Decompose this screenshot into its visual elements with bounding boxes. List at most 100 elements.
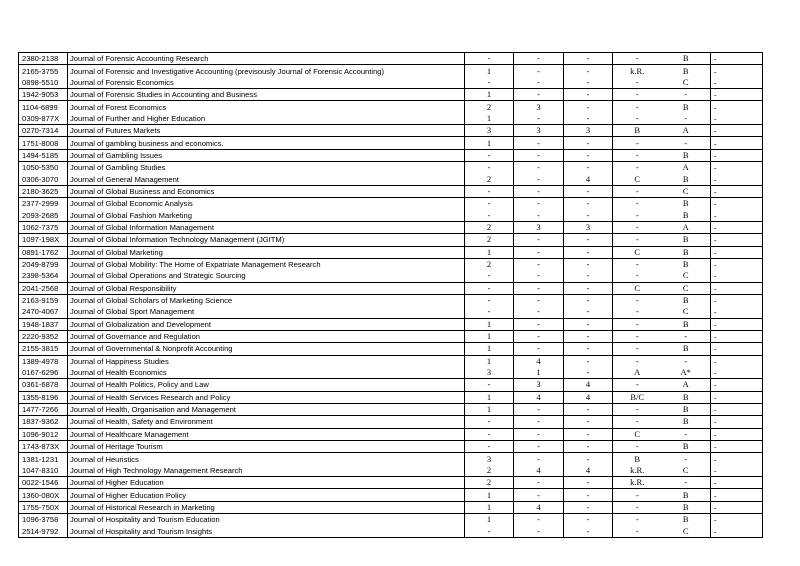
table-row: 1097-198X Journal of Global Information T… bbox=[18, 233, 763, 246]
rating-4-cell: A bbox=[634, 367, 641, 378]
rating-1-cell: 2 bbox=[464, 100, 514, 113]
rating-5-cell: C bbox=[661, 306, 711, 319]
issn-cell: 0361-6878 bbox=[18, 378, 68, 392]
journal-title-cell: Journal of Health, Safety and Environmen… bbox=[67, 415, 465, 429]
rating-3-cell: 4 bbox=[563, 378, 613, 392]
rating-3-cell: - bbox=[563, 355, 613, 367]
issn-cell: 2180-3625 bbox=[18, 185, 68, 198]
rating-2-cell: - bbox=[513, 306, 564, 319]
rating-2-cell: - bbox=[513, 88, 564, 101]
journal-title-cell: Journal of Gambling Issues bbox=[67, 149, 465, 162]
rating-2-cell: - bbox=[513, 246, 564, 259]
rating-1-cell: - bbox=[464, 415, 514, 429]
rating-3-cell: - bbox=[563, 318, 613, 331]
rating-1-cell: - bbox=[464, 149, 514, 162]
issn-cell: 1097-198X bbox=[18, 233, 68, 246]
issn-cell: 0167-6296 bbox=[18, 366, 68, 379]
journal-title-cell: Journal of Health, Organisation and Mana… bbox=[67, 403, 465, 416]
table-row: 2165-3755 Journal of Forensic and Investi… bbox=[18, 64, 763, 77]
rating-6-cell: - bbox=[714, 126, 717, 136]
table-row: 1047-8310 Journal of High Technology Mana… bbox=[18, 464, 763, 477]
rating-2-cell: - bbox=[513, 525, 564, 538]
rating-4-cell: k.R. bbox=[630, 477, 645, 488]
journal-title-cell: Journal of Global Mobility: The Home of … bbox=[67, 258, 465, 271]
table-row: 1096-9012 Journal of Healthcare Managemen… bbox=[18, 428, 763, 441]
journal-group: 1381-1231 Journal of Heuristics 3- - B - -1047… bbox=[18, 452, 763, 477]
rating-2-cell: - bbox=[513, 330, 564, 343]
rating-4-cell: - bbox=[635, 306, 639, 317]
table-row: 0891-1762 Journal of Global Marketing 1- - C… bbox=[18, 246, 763, 259]
issn-cell: 0898-5510 bbox=[18, 76, 68, 89]
rating-5-cell: - bbox=[661, 112, 711, 125]
journal-title-cell: Journal of Heritage Tourism bbox=[67, 440, 465, 453]
rating-2-cell: - bbox=[513, 294, 564, 307]
table-row: 0306-3070 Journal of General Management 2-… bbox=[18, 173, 763, 186]
rating-6-cell: - bbox=[714, 502, 717, 512]
rating-2-cell: - bbox=[513, 403, 564, 416]
rating-4-cell: k.R. bbox=[630, 464, 645, 475]
journal-group: 1755-750X Journal of Historical Research … bbox=[18, 501, 763, 514]
table-row: 1355-8196 Journal of Health Services Rese… bbox=[18, 391, 763, 404]
journal-title-cell: Journal of General Management bbox=[67, 173, 465, 186]
journal-title-cell: Journal of Hospitality and Tourism Insig… bbox=[67, 525, 465, 538]
rating-3-cell: - bbox=[563, 403, 613, 416]
rating-6-cell: - bbox=[714, 332, 717, 342]
rating-5-cell: B bbox=[661, 318, 711, 331]
rating-5-cell: B bbox=[661, 403, 711, 416]
rating-1-cell: - bbox=[464, 209, 514, 222]
journal-group: 1389-4978 Journal of Happiness Studies 1 4-… bbox=[18, 355, 763, 379]
rating-6-cell: - bbox=[714, 90, 717, 100]
rating-1-cell: 2 bbox=[464, 173, 514, 186]
journal-group: 2377-2999 Journal of Global Economic Anal… bbox=[18, 197, 763, 222]
rating-6-cell: - bbox=[714, 405, 717, 415]
rating-2-cell: - bbox=[513, 342, 564, 356]
rating-5-cell: B bbox=[661, 342, 711, 356]
journal-title-cell: Journal of Forensic Studies in Accountin… bbox=[67, 88, 465, 101]
rating-4-cell: - bbox=[635, 234, 639, 245]
rating-2-cell: - bbox=[513, 185, 564, 198]
journal-group: 1096-3758 Journal of Hospitality and Tour… bbox=[18, 513, 763, 538]
issn-cell: 1062-7375 bbox=[18, 221, 68, 234]
journal-title-cell: Journal of Governance and Regulation bbox=[67, 330, 465, 343]
rating-1-cell: - bbox=[464, 76, 514, 89]
issn-cell: 2049-8799 bbox=[18, 258, 68, 271]
journal-title-cell: Journal of High Technology Management Re… bbox=[67, 464, 465, 477]
rating-3-cell: - bbox=[563, 233, 613, 246]
rating-4-cell: - bbox=[635, 441, 639, 452]
journal-title-cell: Journal of Hospitality and Tourism Educa… bbox=[67, 513, 465, 526]
rating-5-cell: B bbox=[661, 488, 711, 502]
issn-cell: 2220-9352 bbox=[18, 330, 68, 343]
rating-5-cell: C bbox=[661, 76, 711, 89]
table-row: 1494-5185 Journal of Gambling Issues - - - - B… bbox=[18, 149, 763, 162]
rating-3-cell: - bbox=[563, 476, 613, 489]
rating-5-cell: B bbox=[661, 258, 711, 271]
rating-6-cell: - bbox=[714, 54, 717, 64]
journal-group: 1096-9012 Journal of Healthcare Managemen… bbox=[18, 428, 763, 441]
journal-title-cell: Journal of Forensic and Investigative Ac… bbox=[67, 64, 465, 77]
rating-4-cell: - bbox=[635, 185, 639, 196]
rating-4-cell: - bbox=[635, 343, 639, 354]
rating-4-cell: - bbox=[635, 355, 639, 366]
issn-cell: 2514-9792 bbox=[18, 525, 68, 538]
rating-3-cell: - bbox=[563, 525, 613, 538]
rating-2-cell: 4 bbox=[513, 464, 564, 477]
rating-6-cell: - bbox=[714, 296, 717, 306]
rating-4-cell: - bbox=[635, 331, 639, 342]
rating-3-cell: - bbox=[563, 282, 613, 295]
issn-cell: 1942-9053 bbox=[18, 88, 68, 101]
rating-6-cell: - bbox=[714, 222, 717, 232]
issn-cell: 2377-2999 bbox=[18, 197, 68, 210]
table-row: 2380-2138 Journal of Forensic Accounting … bbox=[18, 52, 763, 65]
rating-6-cell: - bbox=[714, 77, 717, 87]
rating-1-cell: 2 bbox=[464, 221, 514, 234]
rating-5-cell: B bbox=[661, 173, 711, 186]
rating-6-cell: - bbox=[714, 174, 717, 184]
rating-2-cell: - bbox=[513, 258, 564, 271]
table-row: 2155-3815 Journal of Governmental & Nonpr… bbox=[18, 342, 763, 356]
rating-1-cell: - bbox=[464, 378, 514, 392]
rating-2-cell: - bbox=[513, 282, 564, 295]
journal-title-cell: Journal of Forensic Accounting Research bbox=[67, 52, 465, 65]
table-row: 1751-8008 Journal of gambling business an… bbox=[18, 136, 763, 150]
rating-3-cell: - bbox=[563, 149, 613, 162]
rating-3-cell: - bbox=[563, 246, 613, 259]
